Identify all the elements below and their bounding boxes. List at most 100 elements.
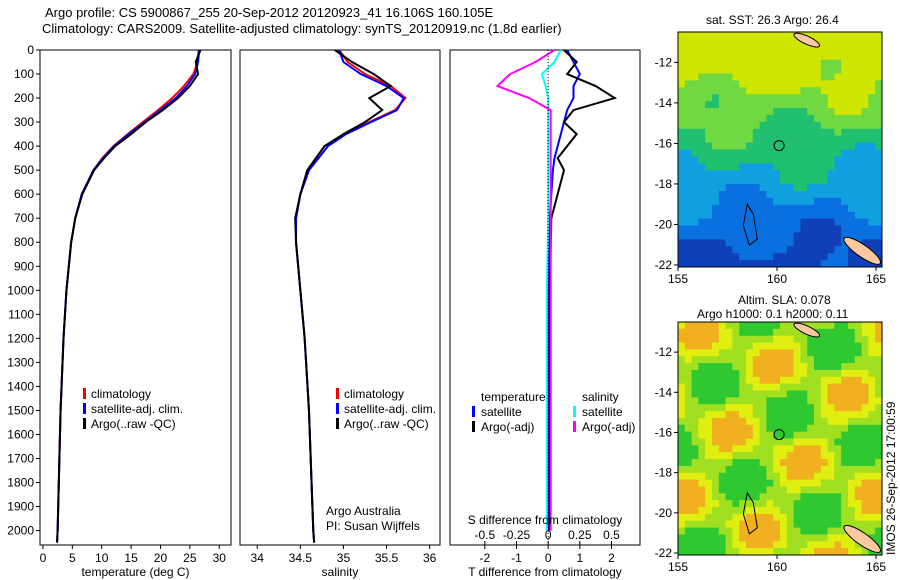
map-cell <box>725 534 733 542</box>
map-cell <box>684 438 693 446</box>
map-cell <box>684 383 693 392</box>
map-cell <box>684 135 693 144</box>
map-cell <box>752 527 761 535</box>
map-cell <box>861 438 869 446</box>
map-cell <box>712 342 720 350</box>
map-cell <box>678 232 686 240</box>
map-cell <box>732 417 740 426</box>
map-cell <box>678 335 686 344</box>
map-sst-map <box>678 32 883 268</box>
map-cell <box>691 404 699 412</box>
map-cell <box>732 438 740 446</box>
map-cell <box>786 493 795 501</box>
map-cell <box>739 204 747 213</box>
map-cell <box>841 66 849 74</box>
map-cell <box>861 459 869 467</box>
map-cell <box>861 486 869 494</box>
map-cell <box>678 459 686 467</box>
map-cell <box>861 493 869 501</box>
map-cell <box>684 479 693 487</box>
map-cell <box>712 513 720 522</box>
map-cell <box>766 548 774 556</box>
map-cell <box>759 342 767 350</box>
map-cell <box>814 452 822 460</box>
map-cell <box>684 170 693 178</box>
map-cell <box>705 431 713 439</box>
y-tick-label: 900 <box>14 259 34 273</box>
panel-frame-temperature <box>39 49 232 546</box>
map-cell <box>766 260 774 268</box>
map-cell <box>827 465 835 474</box>
map-cell <box>766 411 774 419</box>
map-cell <box>725 342 733 350</box>
map-cell <box>820 507 829 515</box>
map-cell <box>868 177 876 185</box>
map-cell <box>691 349 699 357</box>
map-cell <box>793 417 801 426</box>
map-cell <box>807 80 815 88</box>
x-tick-label: 25 <box>183 551 197 565</box>
map-cell <box>746 534 754 542</box>
map-cell <box>868 246 876 254</box>
map-cell <box>786 404 795 412</box>
map-cell <box>773 356 781 364</box>
map-cell <box>746 520 754 529</box>
legend-label: satellite-adj. clim. <box>91 402 183 416</box>
map-cell <box>759 424 767 433</box>
map-cell <box>773 383 781 392</box>
map-cell <box>834 486 842 494</box>
map-cell <box>712 472 720 481</box>
map-cell <box>814 369 822 378</box>
map-cell <box>814 322 822 330</box>
credit-pi: PI: Susan Wijffels <box>326 519 420 533</box>
map-cell <box>854 204 863 213</box>
map-cell <box>725 417 733 426</box>
map-cell <box>725 184 733 192</box>
map-cell <box>691 114 699 123</box>
map-cell <box>698 404 706 412</box>
x2-tick-label: -0.5 <box>474 528 495 542</box>
map-cell <box>861 101 869 109</box>
series-line-argo <box>56 49 202 543</box>
map-cell <box>814 218 822 227</box>
map-cell <box>786 397 795 405</box>
map-cell <box>834 356 842 364</box>
x-tick-label: -1 <box>511 551 522 565</box>
map-cell <box>718 239 727 247</box>
map-cell <box>766 197 774 206</box>
map-cell <box>841 411 849 419</box>
map-cell <box>684 417 693 426</box>
reef-contour <box>742 491 758 535</box>
map-cell <box>827 184 835 192</box>
map-cell <box>854 184 863 192</box>
map-cell <box>698 142 706 150</box>
map-cell <box>739 383 747 392</box>
map-cell <box>691 142 699 150</box>
map-cell <box>691 38 699 47</box>
map-cell <box>698 66 706 74</box>
map-cell <box>746 246 754 254</box>
map-cell <box>861 445 869 453</box>
map-cell <box>691 356 699 364</box>
map-cell <box>814 376 822 385</box>
map-cell <box>766 239 774 247</box>
map-cell <box>678 32 686 40</box>
map-cell <box>698 170 706 178</box>
map-cell <box>766 479 774 487</box>
map-cell <box>725 66 733 74</box>
map-cell <box>820 246 829 254</box>
map-cell <box>827 38 835 47</box>
map-cell <box>854 59 863 68</box>
map-cell <box>691 507 699 515</box>
map-cell <box>820 101 829 109</box>
map-cell <box>684 142 693 150</box>
map-cell <box>868 239 876 247</box>
map-cell <box>861 548 869 556</box>
map-cell <box>746 438 754 446</box>
map-cell <box>732 534 740 542</box>
map-cell <box>827 211 835 220</box>
map-cell <box>875 349 883 357</box>
map-cell <box>780 376 788 385</box>
map-cell <box>854 52 863 61</box>
map-cell <box>827 239 835 247</box>
